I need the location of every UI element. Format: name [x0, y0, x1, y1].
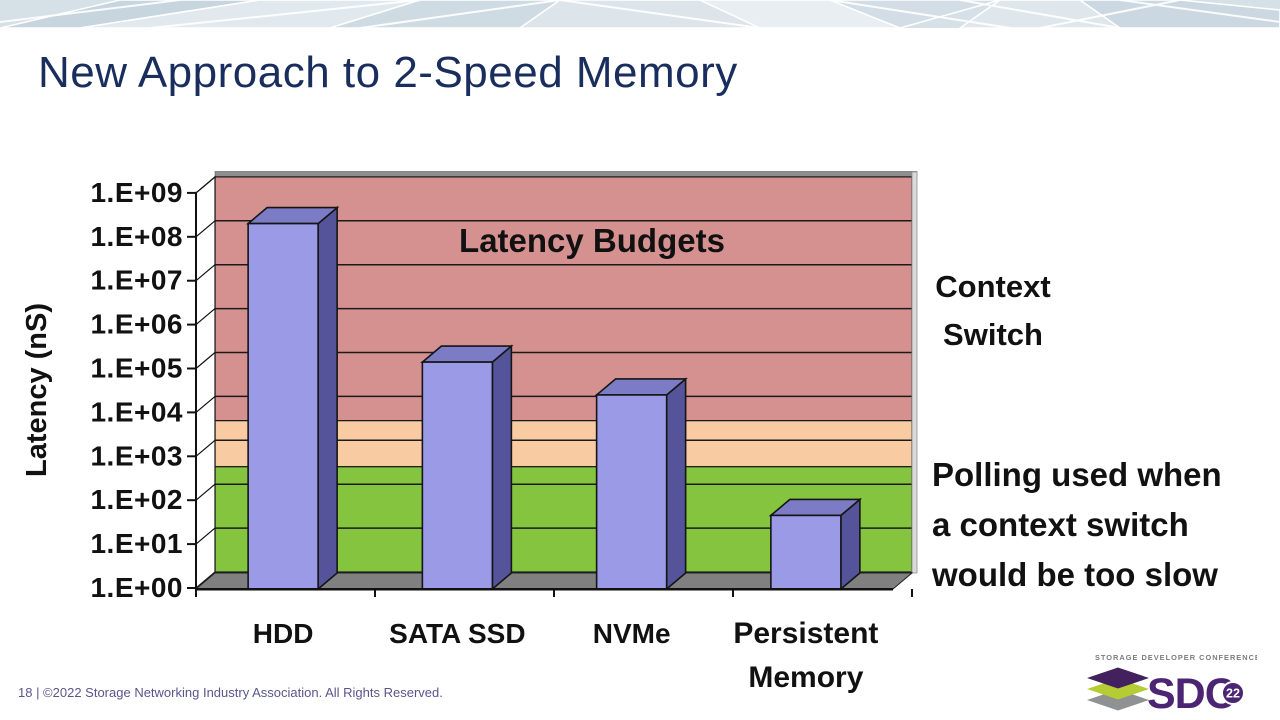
logo-year: 22: [1226, 687, 1240, 701]
y-tick-label-1e8: 1.E+08: [90, 221, 183, 252]
logo-layers-icon: [1087, 667, 1149, 711]
slide-footer: 18 | ©2022 Storage Networking Industry A…: [18, 685, 443, 700]
y-tick-connector-1e8: [195, 220, 216, 238]
chart-title: Latency Budgets: [459, 222, 725, 259]
y-tick-label-1e7: 1.E+07: [90, 265, 183, 296]
bar-sata-ssd: [421, 361, 494, 590]
y-tick-label-1e4: 1.E+04: [90, 396, 183, 427]
y-tick-label-1e5: 1.E+05: [90, 353, 183, 384]
category-label-persistent-memory-1: Persistent: [733, 617, 878, 650]
context-switch-line-1: Context: [935, 269, 1051, 304]
y-tick-connector-1e9: [195, 176, 216, 194]
bar-persistent-memory: [770, 514, 842, 590]
y-axis-label: Latency (nS): [21, 303, 53, 477]
y-tick-label-1e9: 1.E+09: [90, 177, 183, 208]
polling-line-2: a context switch: [932, 506, 1189, 543]
context-switch-annotation: Context Switch: [918, 263, 1068, 359]
y-tick-connector-1e7: [195, 264, 216, 282]
category-label-sata-ssd: SATA SSD: [389, 618, 525, 649]
bar-side-hdd: [317, 205, 338, 591]
banner-lines: [0, 0, 1280, 28]
y-tick-connector-1e3: [195, 439, 216, 457]
y-tick-connector-1e4: [195, 395, 216, 413]
polling-line-1: Polling used when: [932, 456, 1222, 493]
logo-acronym: SDC: [1147, 670, 1235, 716]
slide-title: New Approach to 2-Speed Memory: [38, 48, 738, 97]
bar-side-sata-ssd: [491, 344, 513, 591]
bar-nvme: [595, 394, 668, 590]
y-tick-label-1e0: 1.E+00: [90, 572, 183, 603]
logo-conference-text: STORAGE DEVELOPER CONFERENCE: [1095, 653, 1257, 662]
y-tick-label-1e1: 1.E+01: [90, 528, 183, 559]
y-tick-label-1e6: 1.E+06: [90, 309, 183, 340]
category-label-persistent-memory-2: Memory: [748, 661, 863, 694]
bar-hdd: [247, 222, 319, 590]
polling-annotation: Polling used when a context switch would…: [932, 450, 1277, 600]
category-label-hdd: HDD: [253, 618, 314, 649]
wall-top-edge: [214, 171, 918, 178]
left-wall: [195, 175, 216, 590]
context-switch-line-2: Switch: [943, 317, 1043, 352]
polling-line-3: would be too slow: [932, 556, 1218, 593]
y-tick-connector-1e1: [195, 527, 216, 545]
right-wall: [911, 171, 918, 574]
logo-year-badge: [1221, 681, 1245, 705]
y-tick-connector-1e6: [195, 308, 216, 326]
category-label-nvme: NVMe: [593, 618, 671, 649]
y-tick-label-1e2: 1.E+02: [90, 484, 183, 515]
y-tick-label-1e3: 1.E+03: [90, 440, 183, 471]
y-tick-connector-1e5: [195, 352, 216, 369]
bar-side-nvme: [665, 377, 687, 591]
header-banner: [0, 0, 1280, 28]
sdc-logo: STORAGE DEVELOPER CONFERENCE SDC 22: [1087, 653, 1257, 716]
y-tick-connector-1e2: [195, 483, 216, 501]
